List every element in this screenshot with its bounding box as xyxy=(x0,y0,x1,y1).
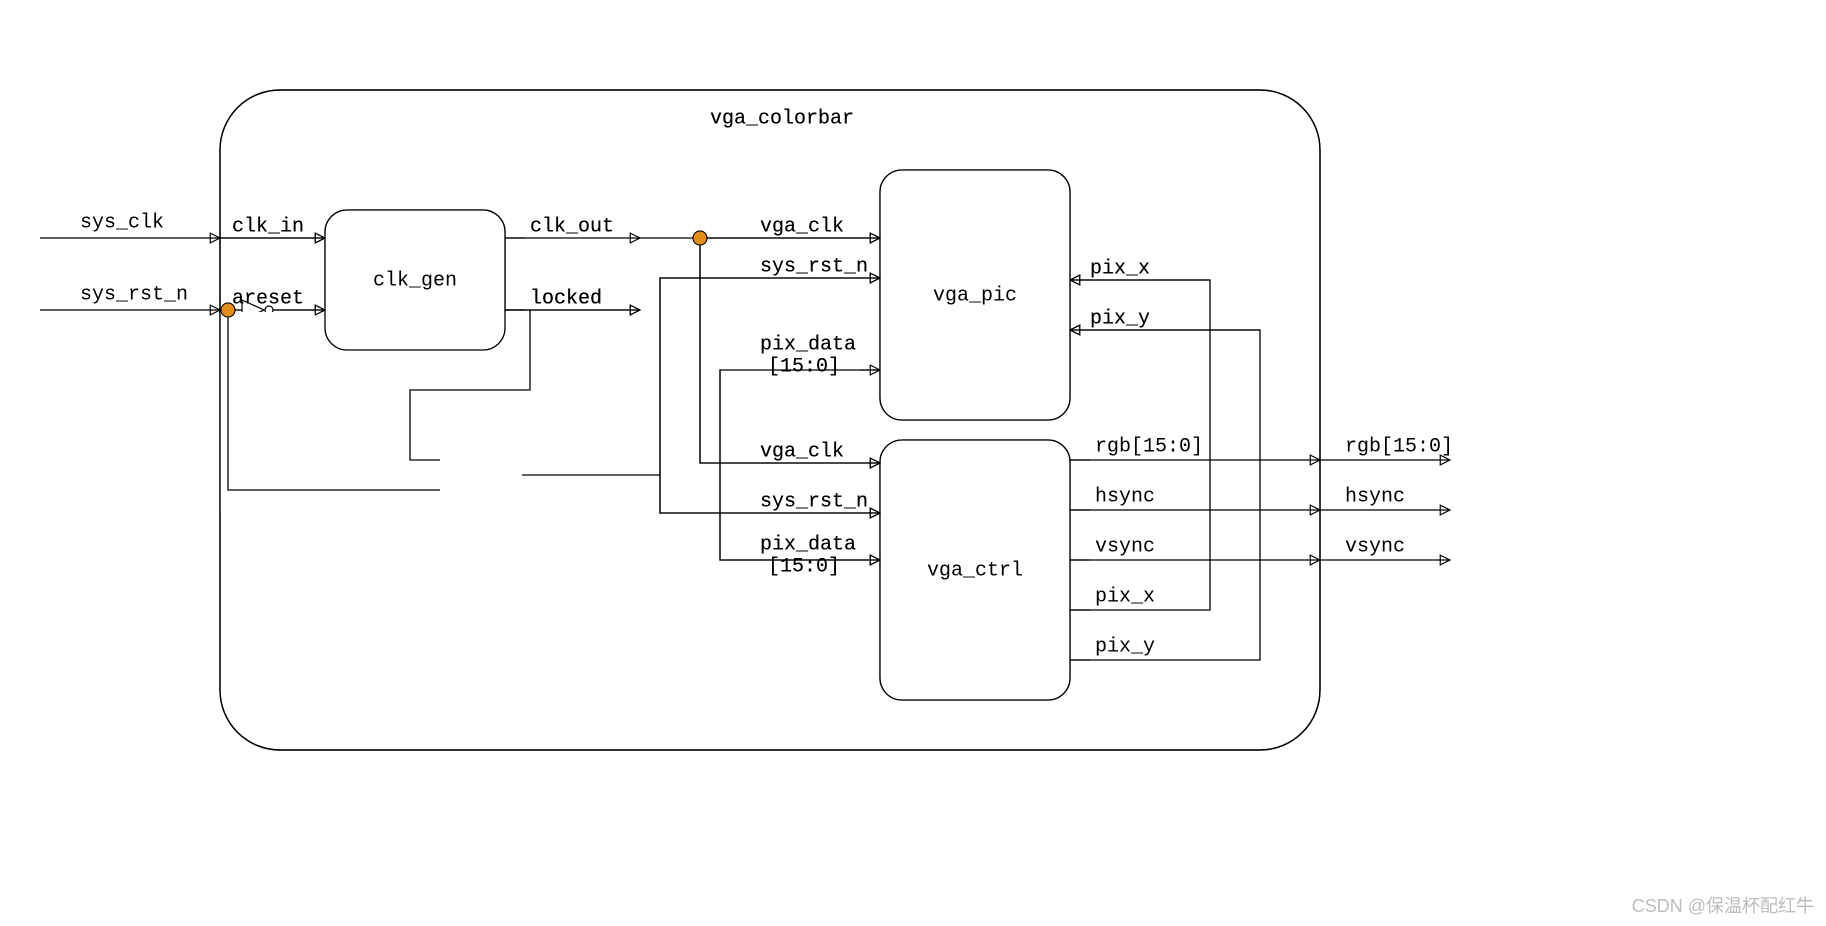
svg-text:vga_clk: vga_clk xyxy=(760,215,844,238)
svg-text:pix_x: pix_x xyxy=(1095,585,1155,608)
watermark: CSDN @保温杯配红牛 xyxy=(1632,892,1814,918)
svg-text:vga_colorbar: vga_colorbar xyxy=(710,107,854,130)
svg-text:clk_gen: clk_gen xyxy=(373,269,457,292)
svg-text:pix_data: pix_data xyxy=(760,533,856,556)
svg-text:clk_out: clk_out xyxy=(530,215,614,238)
svg-text:vsync: vsync xyxy=(1095,535,1155,558)
svg-text:hsync: hsync xyxy=(1095,485,1155,508)
svg-text:pix_y: pix_y xyxy=(1095,635,1155,658)
svg-text:[15:0]: [15:0] xyxy=(768,355,840,378)
svg-text:vga_clk: vga_clk xyxy=(760,440,844,463)
svg-text:vga_pic: vga_pic xyxy=(933,284,1017,307)
svg-text:rgb[15:0]: rgb[15:0] xyxy=(1345,435,1453,458)
svg-text:sys_rst_n: sys_rst_n xyxy=(760,255,868,278)
svg-text:hsync: hsync xyxy=(1345,485,1405,508)
svg-text:vga_ctrl: vga_ctrl xyxy=(927,559,1023,582)
svg-text:clk_in: clk_in xyxy=(232,215,304,238)
svg-text:sys_clk: sys_clk xyxy=(80,211,164,234)
svg-text:rgb[15:0]: rgb[15:0] xyxy=(1095,435,1203,458)
svg-text:areset: areset xyxy=(232,287,304,310)
svg-text:sys_rst_n: sys_rst_n xyxy=(80,283,188,306)
svg-text:pix_data: pix_data xyxy=(760,333,856,356)
svg-text:pix_x: pix_x xyxy=(1090,257,1150,280)
svg-text:locked: locked xyxy=(530,287,602,310)
svg-text:[15:0]: [15:0] xyxy=(768,555,840,578)
svg-text:pix_y: pix_y xyxy=(1090,307,1150,330)
svg-text:sys_rst_n: sys_rst_n xyxy=(760,490,868,513)
block-diagram: vga_colorbar clk_gen vga_pic vga_ctrl sys_cl… xyxy=(0,0,1826,926)
svg-text:vsync: vsync xyxy=(1345,535,1405,558)
